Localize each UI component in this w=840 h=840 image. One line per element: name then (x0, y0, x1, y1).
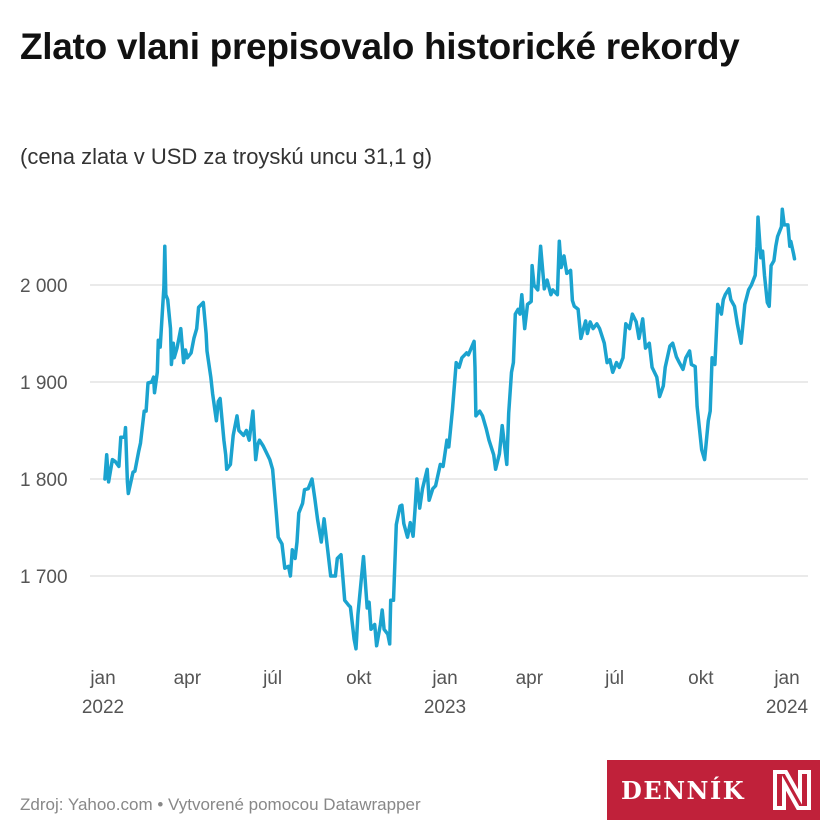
series-line-gold (103, 207, 797, 651)
x-tick-year-label: 2023 (424, 697, 466, 718)
y-tick-label: 2 000 (20, 276, 68, 297)
x-axis: jan 2022 apr júl okt jan 2023 apr júl okt jan 2024 (82, 668, 809, 718)
x-tick-label: apr (174, 668, 202, 689)
chart-title: Zlato vlani prepisovalo historické rekor… (20, 26, 740, 67)
x-tick-label: jan (431, 668, 457, 689)
dennik-n-logo: DENNÍK (607, 760, 820, 820)
gridlines (90, 284, 808, 577)
x-tick-year-label: 2024 (766, 697, 809, 718)
x-tick-label: jan (89, 668, 115, 689)
footer: Zdroj: Yahoo.com • Vytvorené pomocou Dat… (20, 795, 421, 815)
x-tick-label: jan (773, 668, 799, 689)
separator: • (152, 795, 169, 814)
x-tick-label: júl (604, 668, 624, 689)
credit-text: Vytvorené pomocou Datawrapper (168, 795, 421, 814)
source-text: Zdroj: Yahoo.com (20, 795, 153, 814)
y-tick-label: 1 800 (20, 470, 68, 491)
y-tick-label: 1 700 (20, 567, 68, 588)
logo-n-mark-icon (773, 770, 811, 810)
chart-subtitle: (cena zlata v USD za troyskú uncu 31,1 g… (20, 144, 433, 169)
x-tick-year-label: 2022 (82, 697, 124, 718)
x-tick-label: okt (346, 668, 372, 689)
x-tick-label: apr (516, 668, 544, 689)
y-tick-label: 1 900 (20, 373, 68, 394)
x-tick-label: júl (262, 668, 282, 689)
x-tick-label: okt (688, 668, 714, 689)
y-axis: 1 700 1 800 1 900 2 000 (20, 276, 68, 588)
logo-text: DENNÍK (621, 776, 746, 805)
